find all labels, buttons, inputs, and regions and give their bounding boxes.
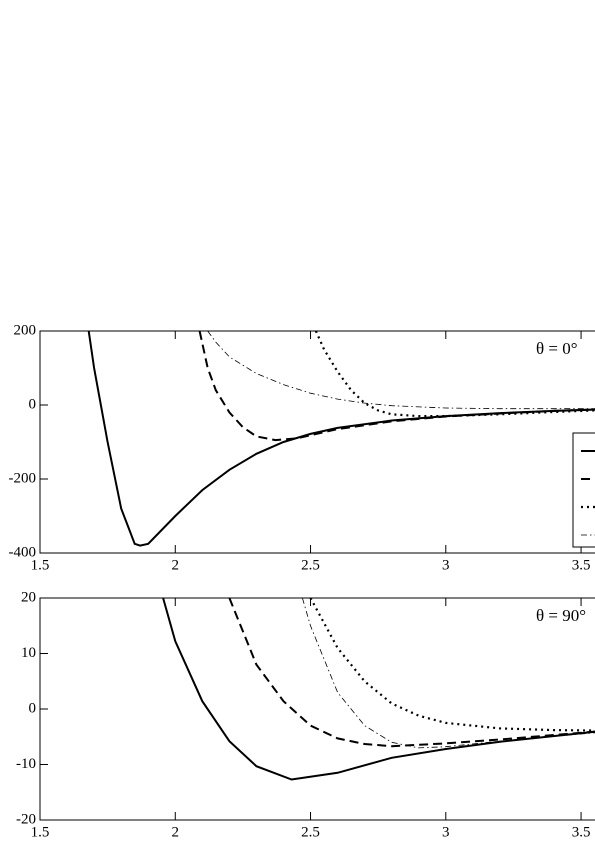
x-tick-label: 2 xyxy=(172,557,180,573)
series-line xyxy=(207,331,595,410)
plot-frame xyxy=(39,597,595,821)
series-line xyxy=(314,331,595,418)
y-tick-label: -10 xyxy=(16,756,36,772)
series-line xyxy=(162,598,595,781)
series-line xyxy=(228,598,595,748)
series-line xyxy=(87,331,595,547)
x-tick-label: 1.5 xyxy=(31,824,50,840)
annotation: θ = 0° xyxy=(536,339,578,358)
y-tick-label: 0 xyxy=(29,396,37,412)
x-tick-label: 1.5 xyxy=(31,557,50,573)
y-tick-label: -400 xyxy=(9,544,37,560)
x-tick-label: 2.5 xyxy=(301,824,320,840)
legend-box xyxy=(572,432,595,548)
series-line xyxy=(302,598,595,749)
y-tick-label: 10 xyxy=(21,645,36,661)
x-tick-label: 3 xyxy=(442,557,450,573)
plot-frame xyxy=(39,330,595,554)
y-tick-label: 20 xyxy=(21,589,36,605)
plot-area xyxy=(87,331,595,547)
annotation: θ = 90° xyxy=(536,606,586,625)
x-tick-label: 3.5 xyxy=(572,824,591,840)
x-tick-label: 3 xyxy=(442,824,450,840)
y-tick-label: -200 xyxy=(9,470,37,486)
y-tick-label: -20 xyxy=(16,811,36,827)
y-tick-label: 0 xyxy=(29,700,37,716)
x-tick-label: 3.5 xyxy=(572,557,591,573)
x-tick-label: 2.5 xyxy=(301,557,320,573)
x-tick-label: 2 xyxy=(172,824,180,840)
series-line xyxy=(309,598,595,732)
plot-area xyxy=(162,598,595,781)
y-tick-label: 200 xyxy=(14,322,37,338)
series-line xyxy=(198,331,595,442)
